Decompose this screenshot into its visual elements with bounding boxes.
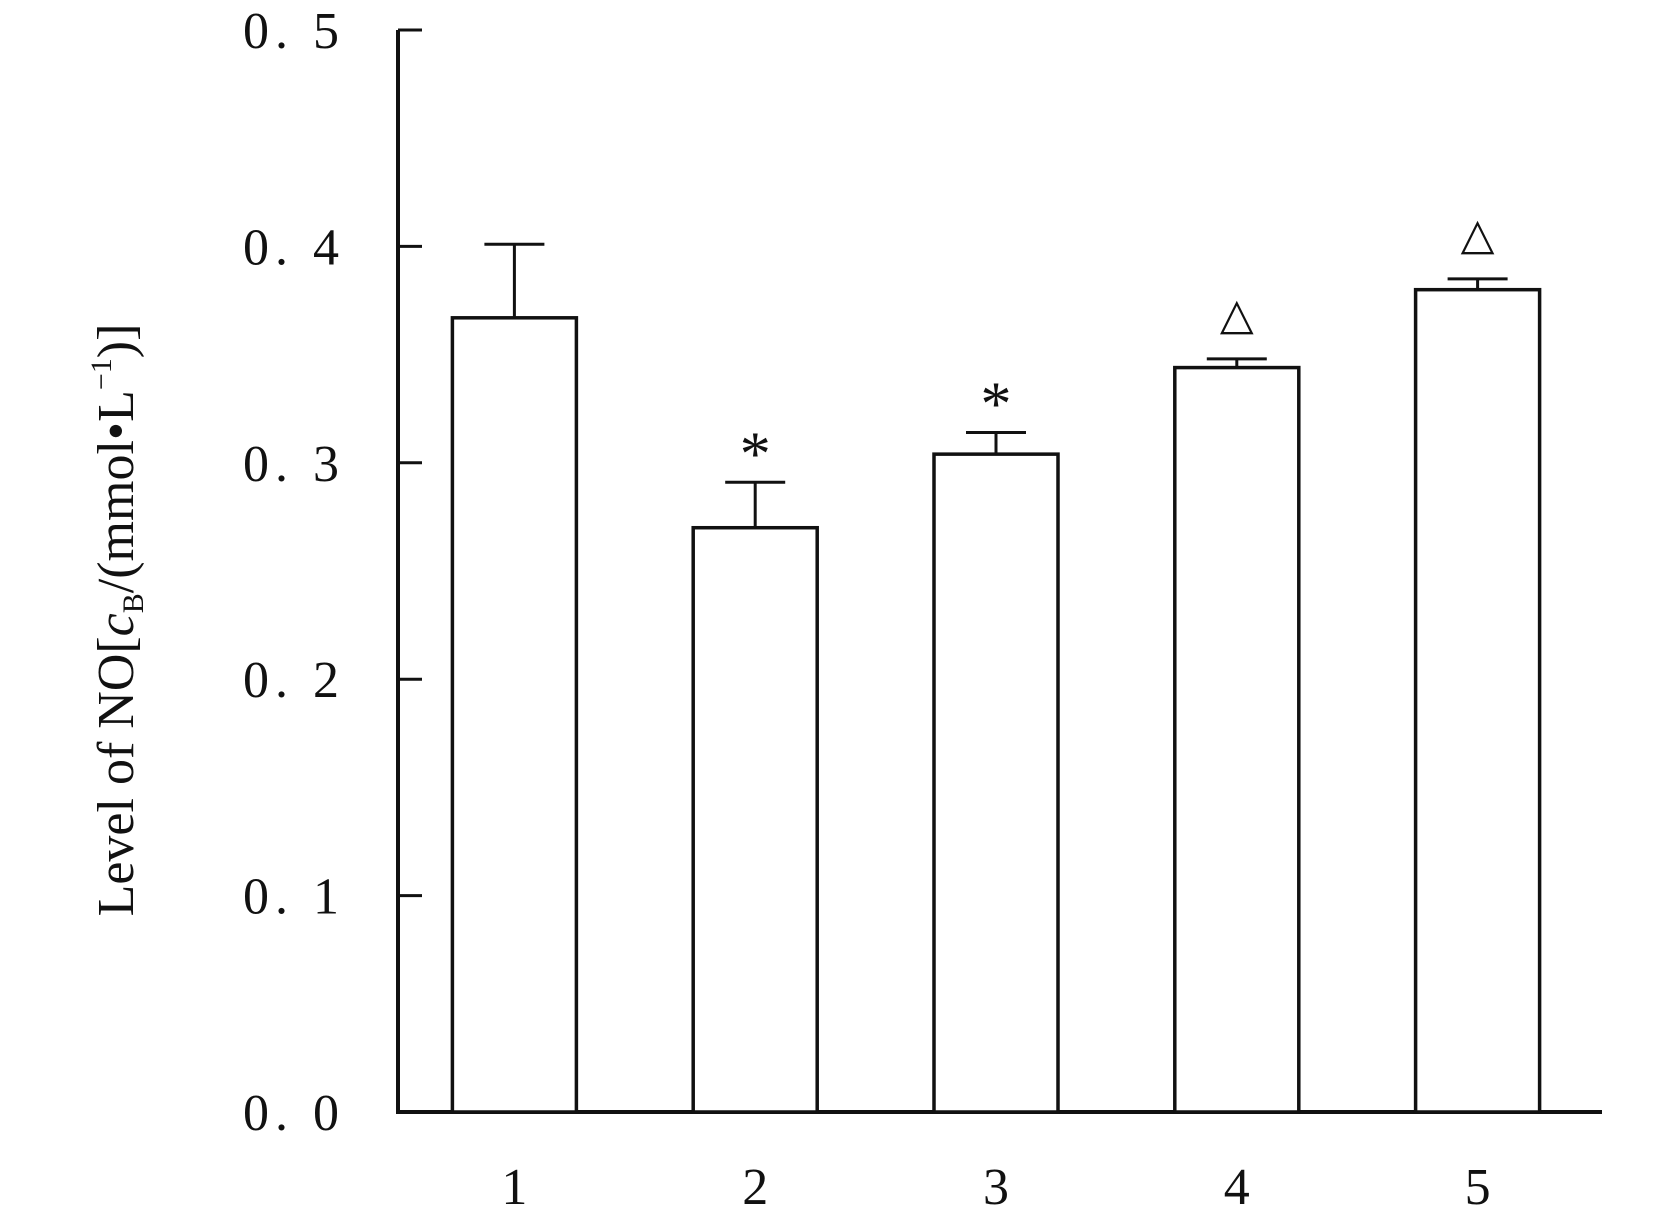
y-axis-title-subscript: B xyxy=(117,593,150,613)
bars: * * △ △ xyxy=(450,209,1542,1114)
y-tick-label: 0. 1 xyxy=(243,869,345,926)
bar xyxy=(691,525,819,1114)
bar xyxy=(1173,365,1301,1114)
significance-triangle: △ xyxy=(1220,289,1254,340)
y-tick-label: 0. 2 xyxy=(243,652,345,709)
y-tick-label: 0. 0 xyxy=(243,1085,345,1142)
y-axis-label: Level of NO[cB/(mmol•L−1)] xyxy=(85,324,150,917)
y-axis-title-prefix: Level of NO[ xyxy=(88,636,145,916)
x-tick-label: 2 xyxy=(742,1159,768,1216)
y-tick-label: 0. 4 xyxy=(243,219,345,276)
y-ticks: 0. 0 0. 1 0. 2 0. 3 0. 4 0. 5 xyxy=(243,3,422,1142)
y-tick-label: 0. 5 xyxy=(243,3,345,60)
x-tick-label: 1 xyxy=(501,1159,527,1216)
y-axis-title: Level of NO[cB/(mmol•L−1)] xyxy=(85,324,150,917)
y-axis-title-suffix: )] xyxy=(88,324,145,359)
x-tick-label: 3 xyxy=(983,1159,1009,1216)
y-axis-title-symbol: c xyxy=(88,613,145,636)
x-tick-label: 5 xyxy=(1465,1159,1491,1216)
significance-triangle: △ xyxy=(1461,209,1495,260)
bar xyxy=(450,316,579,1114)
significance-asterisk: * xyxy=(740,420,771,488)
x-tick-label: 4 xyxy=(1224,1159,1250,1216)
y-tick-label: 0. 3 xyxy=(243,436,345,493)
y-axis-title-middle: /(mmol•L xyxy=(88,390,145,593)
bar xyxy=(932,452,1060,1114)
x-tick-labels: 1 2 3 4 5 xyxy=(501,1159,1490,1216)
y-axis-title-superscript: −1 xyxy=(85,358,118,390)
bar xyxy=(1413,287,1542,1114)
significance-asterisk: * xyxy=(981,371,1012,439)
